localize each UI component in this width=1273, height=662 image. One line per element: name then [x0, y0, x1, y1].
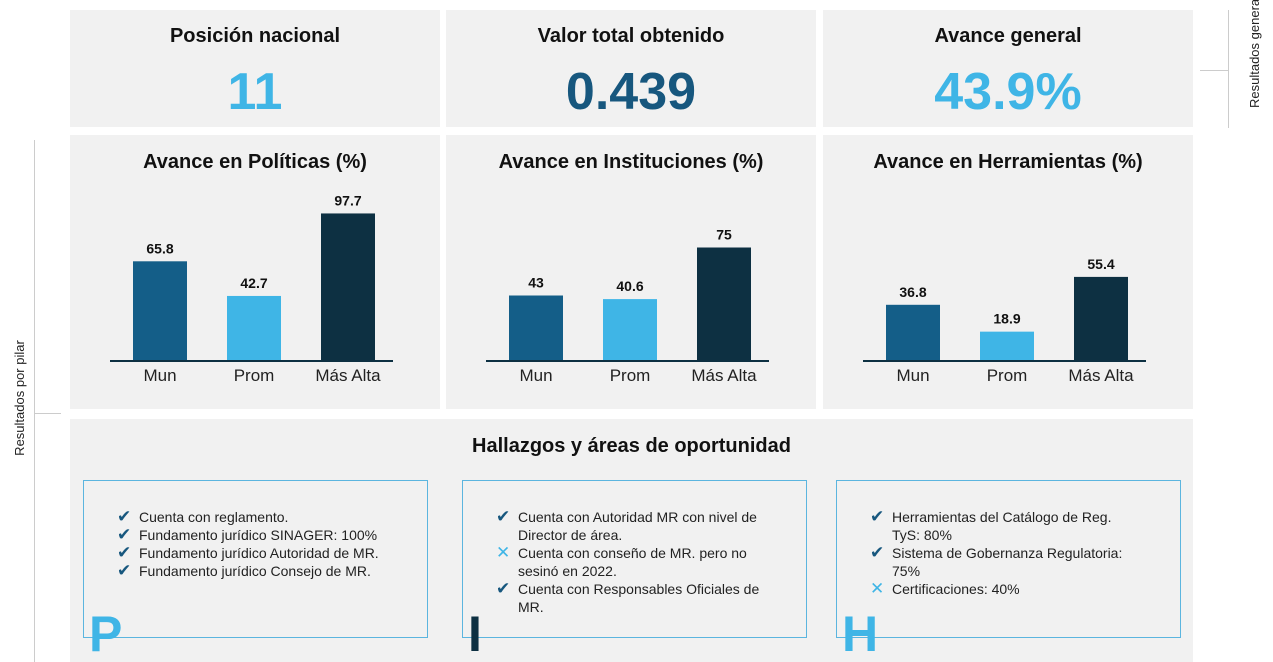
finding-item: ✕ Certificaciones: 40%	[870, 580, 1140, 598]
cross-icon: ✕	[496, 543, 511, 562]
x-tick-label: Prom	[610, 366, 651, 385]
check-icon: ✔	[117, 561, 132, 580]
chart-card: Avance en Herramientas (%) 36.8 Mun 18.9 Pro…	[823, 135, 1193, 409]
x-tick-label: Prom	[234, 366, 275, 385]
bar	[1074, 276, 1128, 360]
finding-box: ✔ Cuenta con reglamento. ✔ Fundamento juríd…	[83, 480, 428, 659]
kpi-title: Avance general	[934, 25, 1082, 47]
kpi-card: Posición nacional 11	[70, 10, 440, 127]
data-label: 65.8	[146, 240, 173, 256]
finding-text: Cuenta con Autoridad MR con nivel de Dir…	[518, 509, 757, 543]
check-icon: ✔	[870, 507, 885, 526]
finding-item: ✔ Fundamento jurídico Autoridad de MR.	[117, 544, 387, 562]
finding-text: Cuenta con Responsables Oficiales de MR.	[518, 581, 760, 615]
data-label: 42.7	[240, 275, 267, 291]
side-label: Resultados por pilar	[12, 340, 27, 456]
x-tick-label: Prom	[987, 366, 1028, 385]
x-tick-label: Más Alta	[1068, 366, 1134, 385]
x-tick-label: Mun	[896, 366, 929, 385]
finding-text: Certificaciones: 40%	[892, 581, 1020, 597]
finding-item: ✕ Cuenta con conseño de MR. pero no sesin…	[496, 544, 766, 580]
findings-title: Hallazgos y áreas de oportunidad	[472, 435, 791, 457]
data-label: 55.4	[1087, 256, 1114, 272]
bar	[509, 295, 563, 360]
divider	[1228, 10, 1229, 128]
finding-item: ✔ Herramientas del Catálogo de Reg. TyS: …	[870, 508, 1140, 544]
finding-item: ✔ Cuenta con Responsables Oficiales de MR…	[496, 580, 766, 616]
kpi-value: 43.9%	[934, 63, 1082, 121]
side-label: Resultados generales	[1247, 0, 1262, 108]
pillar-letter: P	[89, 606, 123, 662]
cross-icon: ✕	[870, 579, 885, 598]
data-label: 18.9	[993, 311, 1020, 327]
bar	[886, 304, 940, 360]
x-tick-label: Más Alta	[691, 366, 757, 385]
finding-text: Fundamento jurídico Autoridad de MR.	[139, 545, 379, 561]
data-label: 43	[528, 275, 544, 291]
finding-box: ✔ Cuenta con Autoridad MR con nivel de Di…	[462, 480, 807, 659]
data-label: 75	[716, 227, 732, 243]
chart: Avance en Políticas (%) 65.8 Mun 42.7 Prom 97…	[110, 151, 393, 385]
finding-list: ✔ Herramientas del Catálogo de Reg. TyS: …	[870, 508, 1140, 598]
finding-item: ✔ Fundamento jurídico Consejo de MR.	[117, 562, 387, 580]
pillar-letter: H	[842, 606, 879, 662]
data-label: 97.7	[334, 192, 361, 208]
x-tick-label: Más Alta	[315, 366, 381, 385]
x-tick-label: Mun	[143, 366, 176, 385]
x-tick-label: Mun	[519, 366, 552, 385]
chart: Avance en Instituciones (%) 43 Mun 40.6 Prom…	[486, 151, 769, 385]
chart-title: Avance en Instituciones (%)	[499, 151, 764, 173]
kpi-title: Valor total obtenido	[537, 25, 725, 47]
finding-item: ✔ Cuenta con reglamento.	[117, 508, 387, 526]
data-label: 40.6	[616, 278, 643, 294]
finding-item: ✔ Fundamento jurídico SINAGER: 100%	[117, 526, 387, 544]
kpi-value: 0.439	[565, 63, 697, 121]
kpi-card: Avance general 43.9%	[823, 10, 1193, 127]
findings-card: Hallazgos y áreas de oportunidad ✔ Cuenta …	[70, 419, 1193, 662]
check-icon: ✔	[496, 579, 511, 598]
pillar-letter: I	[468, 606, 482, 662]
bar	[980, 331, 1034, 360]
kpi-card: Valor total obtenido 0.439	[446, 10, 816, 127]
divider	[1200, 70, 1228, 71]
chart-title: Avance en Políticas (%)	[143, 151, 367, 173]
check-icon: ✔	[870, 543, 885, 562]
chart-card: Avance en Instituciones (%) 43 Mun 40.6 Prom…	[446, 135, 816, 409]
finding-item: ✔ Cuenta con Autoridad MR con nivel de Di…	[496, 508, 766, 544]
finding-box: ✔ Herramientas del Catálogo de Reg. TyS: …	[836, 480, 1181, 659]
bar	[133, 261, 187, 360]
divider	[34, 413, 61, 414]
kpi-title: Posición nacional	[169, 25, 341, 47]
bar	[697, 247, 751, 360]
finding-list: ✔ Cuenta con Autoridad MR con nivel de Di…	[496, 508, 766, 616]
finding-text: Sistema de Gobernanza Regulatoria: 75%	[892, 545, 1123, 579]
check-icon: ✔	[496, 507, 511, 526]
kpi-value: 11	[227, 63, 283, 121]
bar	[227, 295, 281, 360]
data-label: 36.8	[899, 284, 926, 300]
check-icon: ✔	[117, 525, 132, 544]
check-icon: ✔	[117, 543, 132, 562]
finding-list: ✔ Cuenta con reglamento. ✔ Fundamento juríd…	[117, 508, 387, 580]
chart-title: Avance en Herramientas (%)	[873, 151, 1142, 173]
chart: Avance en Herramientas (%) 36.8 Mun 18.9 Pro…	[863, 151, 1146, 385]
bar	[321, 213, 375, 360]
finding-text: Cuenta con reglamento.	[139, 509, 289, 525]
finding-item: ✔ Sistema de Gobernanza Regulatoria: 75%	[870, 544, 1140, 580]
bar	[603, 299, 657, 360]
finding-text: Fundamento jurídico SINAGER: 100%	[139, 527, 378, 543]
finding-text: Cuenta con conseño de MR. pero no sesinó…	[518, 545, 747, 579]
finding-text: Fundamento jurídico Consejo de MR.	[139, 563, 371, 579]
finding-text: Herramientas del Catálogo de Reg. TyS: 8…	[892, 509, 1112, 543]
chart-card: Avance en Políticas (%) 65.8 Mun 42.7 Prom 97…	[70, 135, 440, 409]
check-icon: ✔	[117, 507, 132, 526]
divider	[34, 140, 35, 662]
